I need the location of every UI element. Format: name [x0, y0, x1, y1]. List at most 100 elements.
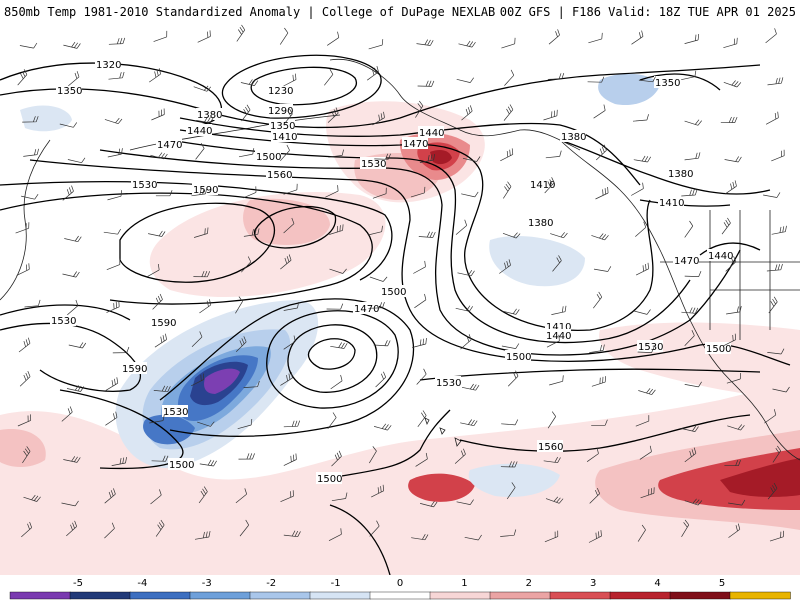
contour-label: 1470 — [157, 140, 182, 151]
contour-1380e — [559, 139, 771, 195]
shade-negative — [598, 73, 660, 106]
wind-barb — [191, 188, 208, 197]
contour-1530 — [0, 180, 393, 281]
wind-barb — [681, 519, 690, 537]
wind-barb — [501, 37, 516, 49]
wind-barb — [283, 217, 295, 234]
wind-barb — [593, 291, 603, 309]
wind-barb — [197, 30, 211, 43]
contour-1500 — [29, 159, 791, 366]
wind-barb — [457, 270, 475, 277]
colorbar-swatch — [9, 591, 71, 600]
wind-barb — [416, 39, 434, 46]
wind-barb — [552, 255, 562, 272]
wind-barb — [684, 220, 694, 238]
contour-label: 1530 — [51, 316, 76, 327]
contour-label: 1350 — [57, 86, 82, 97]
wind-barb — [681, 425, 699, 432]
contour-label: 1320 — [96, 60, 121, 71]
wind-barb — [21, 194, 39, 200]
shade-negative — [20, 105, 72, 132]
wind-barb — [455, 305, 473, 312]
wind-barb — [152, 293, 163, 310]
wind-barb — [637, 346, 655, 353]
wind-barb — [368, 446, 377, 464]
wind-barb — [191, 373, 205, 387]
wind-barb — [681, 189, 698, 197]
wind-barb — [502, 232, 521, 239]
wind-barb — [283, 183, 298, 195]
wind-barb — [637, 524, 646, 542]
wind-barb — [368, 225, 383, 236]
colorbar-tick-label: 4 — [654, 578, 660, 589]
wind-barb — [544, 530, 559, 543]
wind-barb — [330, 342, 348, 349]
wind-barb — [503, 104, 514, 121]
wind-barb — [500, 148, 514, 162]
contour-label: 1440 — [419, 128, 444, 139]
colorbar-tick-label: -3 — [202, 578, 212, 589]
wind-barb — [108, 37, 126, 45]
contour-1440 — [169, 139, 691, 344]
wind-barb — [723, 37, 738, 49]
wind-barb — [330, 374, 343, 390]
wind-barb — [108, 71, 125, 80]
wind-barb — [283, 453, 297, 466]
wind-barb — [763, 192, 781, 198]
contour-1530b — [0, 304, 131, 321]
wind-barb — [589, 487, 601, 504]
wind-barb — [279, 27, 289, 45]
wind-barb — [154, 333, 167, 348]
contour-1500c — [59, 389, 184, 470]
wind-barb — [199, 459, 217, 467]
wind-barb — [631, 182, 644, 196]
wind-barb — [369, 520, 380, 537]
shade-negative — [468, 463, 560, 498]
wind-barb — [591, 233, 609, 241]
wind-barb — [369, 276, 388, 282]
wind-barb — [19, 370, 31, 387]
contour-label: 1590 — [122, 364, 147, 375]
wind-barb — [415, 452, 428, 467]
wind-barb — [368, 39, 384, 50]
contour-1350 — [0, 64, 761, 129]
contour-label: 1440 — [187, 126, 212, 137]
wind-barb — [325, 185, 339, 198]
wind-barb — [458, 40, 476, 48]
colorbar-tick-label: 1 — [461, 578, 467, 589]
wind-barb — [640, 487, 655, 499]
wind-barb — [411, 534, 429, 541]
wind-barb — [62, 185, 74, 201]
alaska-coast — [329, 58, 581, 151]
wind-barb — [545, 150, 562, 159]
wind-barb — [235, 296, 243, 314]
wind-barb — [591, 376, 606, 387]
wind-barb — [239, 519, 250, 537]
wind-barb — [148, 68, 161, 83]
colorbar-swatch — [69, 591, 131, 600]
shade-negative — [204, 368, 240, 394]
wind-barb — [720, 116, 738, 123]
wind-barb — [327, 412, 337, 430]
colorbar-swatch — [309, 591, 371, 600]
contour-label: 1410 — [272, 132, 297, 143]
wind-barb — [106, 300, 120, 313]
wind-barb — [684, 498, 703, 506]
wind-barb — [283, 420, 301, 428]
contour-labels-extra: 1590 — [150, 316, 176, 329]
wind-barb — [375, 371, 387, 388]
contour-label: 1500 — [317, 474, 342, 485]
wind-barb — [374, 423, 392, 431]
contour-1530c — [419, 368, 761, 381]
wind-barb — [767, 482, 778, 500]
wind-barb — [548, 29, 560, 45]
wind-barb — [22, 116, 39, 123]
wind-barb — [727, 424, 745, 431]
wind-barb — [414, 293, 427, 309]
wind-barb — [112, 346, 130, 354]
shade-positive — [430, 150, 452, 165]
wind-barb — [107, 148, 123, 158]
wind-barb — [280, 144, 290, 162]
wind-barb — [372, 187, 387, 199]
wind-barb — [591, 419, 608, 426]
